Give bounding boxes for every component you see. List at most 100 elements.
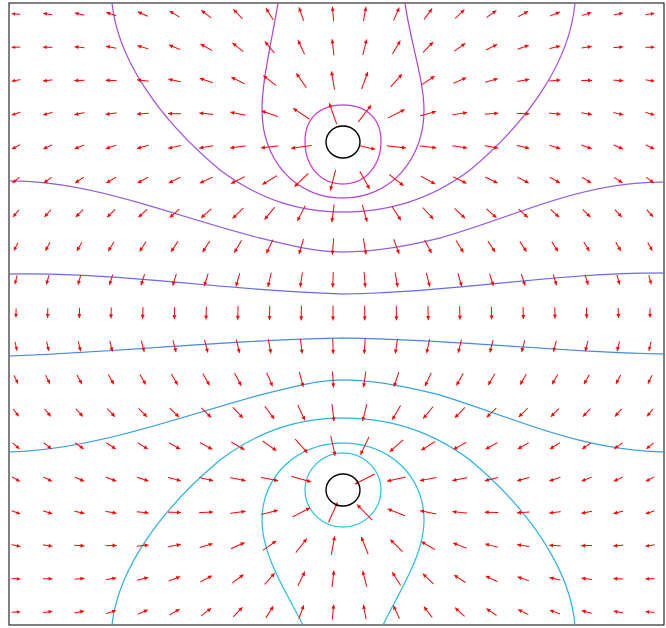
field-arrow-head [485, 542, 490, 547]
field-arrow-head [550, 412, 556, 417]
field-arrow-head [517, 576, 522, 581]
field-arrow-head [136, 111, 141, 116]
field-arrow-head [298, 249, 303, 255]
field-arrow-head [582, 445, 587, 449]
field-arrow-head [175, 445, 181, 450]
field-arrow-head [617, 246, 621, 251]
field-arrow-head [452, 477, 457, 482]
field-arrow-head [240, 445, 245, 450]
field-arrow-head [109, 314, 114, 319]
field-arrow-head [206, 608, 212, 613]
field-arrow-head [142, 412, 148, 417]
field-arrow-head [78, 412, 83, 417]
field-arrow-head [237, 381, 242, 386]
field-arrow-head [230, 145, 235, 150]
field-arrow-head [395, 7, 400, 13]
field-arrow-head [303, 448, 308, 453]
bottom-charge-circle [325, 473, 361, 507]
field-arrow-head [431, 110, 437, 115]
field-arrow-head [390, 539, 395, 544]
field-arrow-head [262, 180, 267, 185]
field-arrow-head [582, 412, 588, 417]
field-arrow-head [493, 77, 498, 82]
field-arrow-head [555, 11, 560, 16]
field-arrow-head [238, 413, 243, 419]
field-arrow-head [209, 510, 214, 515]
field-arrow-head [45, 280, 50, 285]
field-arrow-head [270, 414, 275, 420]
field-arrow-head [613, 609, 618, 614]
field-arrow-head [460, 214, 466, 219]
field-arrow-head [363, 39, 368, 44]
field-arrow-head [581, 609, 587, 614]
field-arrow-head [110, 412, 115, 417]
field-arrow-head [425, 348, 430, 354]
field-arrow-head [14, 313, 18, 318]
field-arrow-head [586, 179, 592, 183]
field-arrow-head [362, 604, 367, 610]
field-arrow-head [419, 477, 425, 482]
field-arrow-head [14, 379, 19, 384]
field-arrow-head [74, 111, 79, 116]
field-arrow-head [136, 78, 142, 83]
field-arrow-head [518, 609, 523, 613]
equipotential-lines [8, 2, 665, 626]
charges [325, 125, 361, 507]
field-arrow-head [296, 73, 301, 78]
field-arrow-head [43, 179, 49, 183]
field-arrow-head [106, 11, 111, 16]
field-arrow-head [144, 510, 149, 515]
field-arrow-head [266, 282, 271, 287]
field-arrow-head [520, 380, 524, 385]
field-arrow-head [587, 145, 592, 150]
field-arrow-head [74, 45, 79, 50]
field-arrow-head [236, 348, 241, 353]
field-arrow-head [618, 145, 623, 150]
contour-top-inner [304, 104, 382, 185]
field-arrow-head [554, 213, 560, 218]
field-arrow-head [199, 145, 204, 150]
field-arrow-head [168, 111, 173, 116]
field-arrow-head [11, 145, 17, 150]
field-arrow-head [14, 346, 18, 351]
field-arrow-head [618, 111, 624, 116]
field-arrow-head [200, 43, 205, 48]
field-arrow-head [387, 508, 393, 513]
field-arrow-head [112, 510, 117, 515]
field-arrow-head [426, 282, 431, 287]
field-arrow-head [648, 246, 653, 251]
field-arrow-head [454, 575, 459, 579]
field-arrow-head [426, 315, 431, 321]
field-arrow-head [645, 477, 651, 482]
field-arrow-head [485, 575, 491, 580]
field-arrow-head [648, 280, 653, 285]
field-arrow-head [260, 145, 266, 150]
field-arrow-head [11, 78, 16, 83]
field-arrow-head [516, 510, 521, 515]
field-arrow-head [486, 413, 491, 418]
field-arrow-head [199, 77, 205, 82]
field-arrow-head [453, 445, 458, 450]
field-arrow-head [460, 43, 466, 48]
field-arrow-head [517, 445, 523, 450]
field-arrow-head [645, 576, 650, 581]
top-charge-circle [325, 125, 361, 159]
field-arrow-head [169, 11, 174, 15]
field-arrow-head [79, 444, 84, 449]
field-arrow-head [615, 379, 620, 384]
field-arrow-head [362, 283, 367, 288]
field-arrow-head [454, 413, 459, 418]
field-arrow-head [419, 509, 425, 514]
field-arrow-head [299, 316, 304, 321]
field-arrow-head [11, 112, 16, 116]
field-arrow-head [389, 447, 395, 452]
field-arrow-head [74, 145, 80, 150]
field-arrow-head [556, 111, 561, 116]
field-arrow-head [232, 214, 237, 219]
field-arrow-head [517, 477, 522, 482]
field-arrow-head [201, 10, 206, 15]
field-arrow-head [613, 510, 618, 515]
field-arrow-head [555, 179, 561, 183]
field-arrow-head [208, 542, 213, 547]
field-arrow-head [363, 250, 368, 255]
